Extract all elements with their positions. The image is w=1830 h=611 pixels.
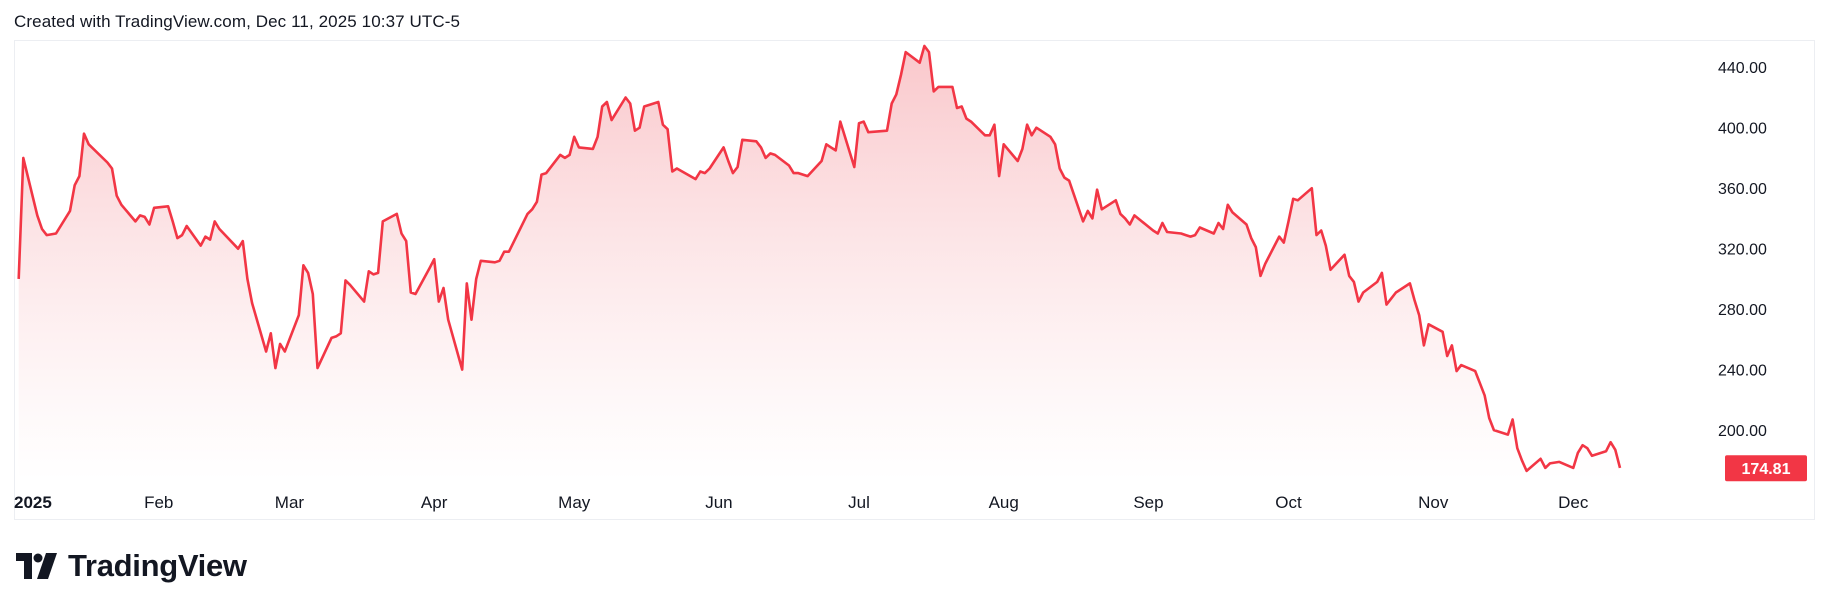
x-tick-label: 2025 (14, 493, 52, 512)
y-tick-label: 240.00 (1718, 363, 1767, 380)
x-tick-label: Apr (421, 493, 448, 512)
price-series-line (17, 44, 1622, 473)
x-tick-label: Nov (1418, 493, 1449, 512)
y-tick-label: 440.00 (1718, 60, 1767, 77)
x-tick-label: Mar (275, 493, 305, 512)
last-price-badge (1725, 455, 1807, 482)
y-tick-label: 400.00 (1718, 121, 1767, 138)
y-tick-label: 280.00 (1718, 302, 1767, 319)
x-tick-label: May (558, 493, 591, 512)
chart-frame (14, 40, 1815, 520)
price-chart[interactable]: 440.00 400.00 360.00 320.00 280.00 240.00 200.… (0, 0, 1830, 540)
tradingview-logo-icon (16, 553, 57, 579)
x-tick-label: Oct (1275, 493, 1302, 512)
created-with-caption: Created with TradingView.com, Dec 11, 20… (14, 12, 461, 31)
x-tick-label: Sep (1133, 493, 1163, 512)
x-tick-label: Jul (848, 493, 870, 512)
x-tick-label: Feb (144, 493, 173, 512)
last-price-label: 174.81 (1725, 455, 1807, 482)
price-area-fill (18, 46, 1621, 480)
x-tick-label: Dec (1558, 493, 1589, 512)
x-tick-label: Jun (705, 493, 732, 512)
y-tick-label: 200.00 (1718, 423, 1767, 440)
brand-name: TradingView (68, 548, 247, 583)
y-tick-label: 320.00 (1718, 242, 1767, 259)
last-price-text: 174.81 (1742, 461, 1791, 478)
y-tick-label: 360.00 (1718, 181, 1767, 198)
x-tick-label: Aug (989, 493, 1019, 512)
y-axis: 440.00 400.00 360.00 320.00 280.00 240.00 200.… (1718, 60, 1767, 440)
tradingview-logo[interactable]: TradingView (16, 548, 247, 584)
x-axis: 2025 Feb Mar Apr May Jun Jul Aug Sep Oct Nov Dec (14, 493, 1589, 512)
